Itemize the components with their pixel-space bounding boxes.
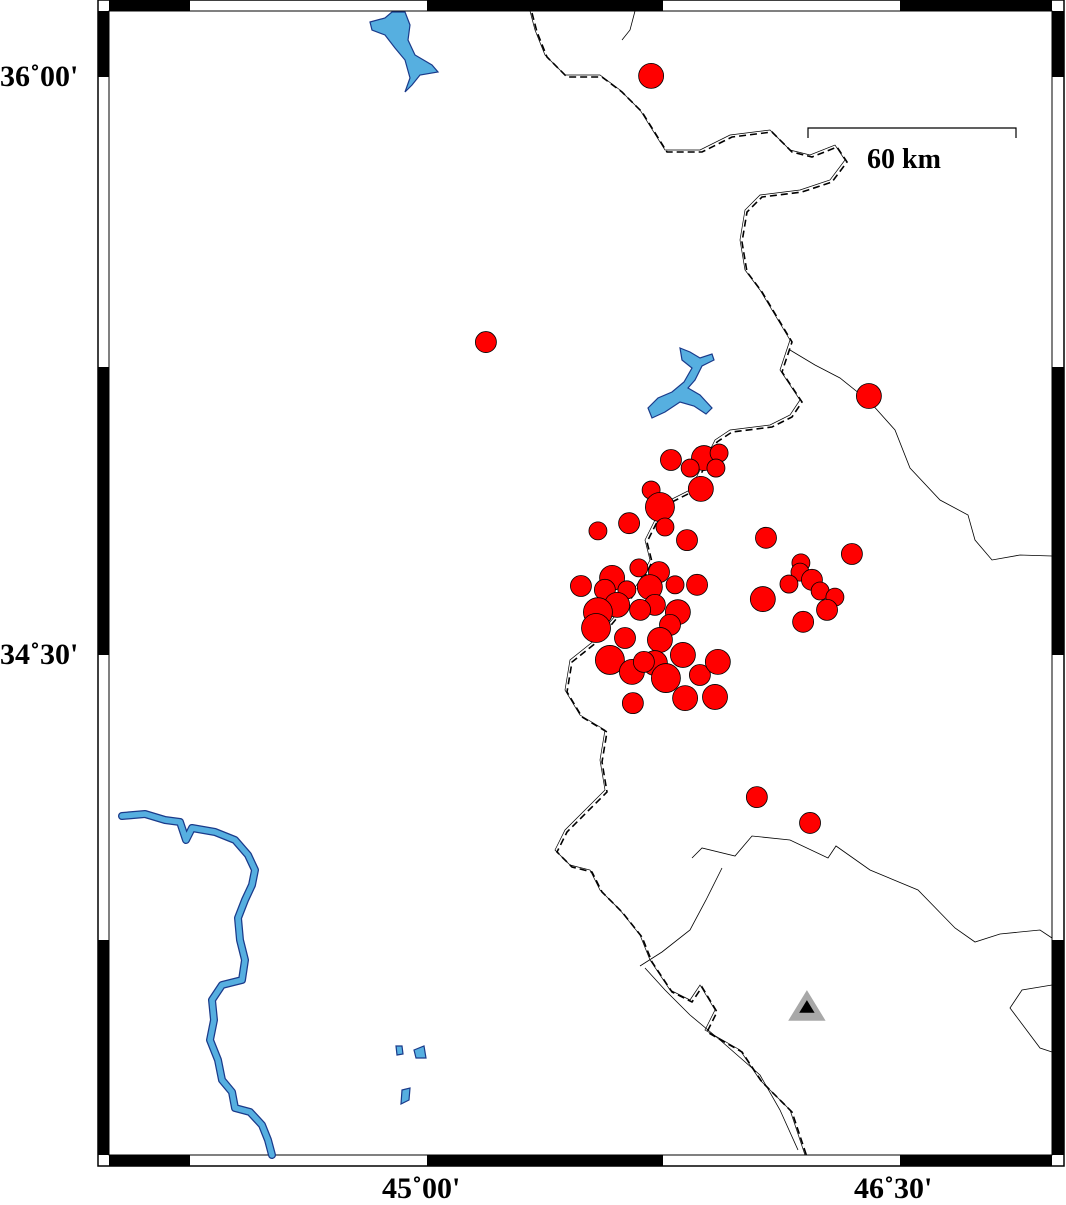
earthquake-event — [581, 613, 611, 643]
earthquake-event — [687, 475, 714, 502]
triangle-station-icon — [788, 990, 826, 1021]
earthquake-event — [475, 331, 497, 353]
islet-2 — [413, 1045, 427, 1059]
earthquake-event — [755, 526, 777, 549]
earthquake-event — [588, 521, 608, 541]
earthquake-event — [672, 685, 699, 712]
earthquake-event — [792, 610, 815, 633]
islet-1 — [395, 1045, 404, 1056]
earthquake-event — [704, 648, 731, 675]
earthquake-event — [799, 812, 821, 834]
earthquake-event — [647, 627, 673, 653]
lake-north — [369, 11, 440, 93]
earthquake-event — [651, 663, 681, 693]
earthquake-event — [855, 383, 882, 409]
earthquake-event — [621, 692, 644, 715]
earthquake-event — [638, 62, 665, 89]
earthquake-event — [629, 558, 649, 578]
lat-label-34-30: 34˚30' — [0, 638, 79, 671]
earthquake-event — [706, 458, 726, 478]
earthquake-event — [594, 645, 625, 675]
international-border-dashed — [531, 12, 848, 1158]
earthquake-event — [686, 573, 708, 596]
earthquake-event — [629, 598, 652, 621]
earthquake-event — [665, 575, 685, 595]
earthquake-event — [655, 517, 675, 537]
earthquake-event — [680, 458, 700, 478]
earthquake-event — [632, 650, 655, 673]
lon-label-45-00: 45˚00' — [382, 1172, 461, 1205]
river-tigris — [118, 810, 276, 1159]
lake-darbandikhan — [647, 347, 715, 419]
scale-bar-label: 60 km — [867, 144, 941, 175]
earthquake-event — [614, 627, 636, 649]
lon-label-46-30: 46˚30' — [854, 1172, 933, 1205]
earthquake-event — [702, 684, 728, 710]
earthquake-event — [841, 543, 863, 565]
scale-bar — [807, 127, 1017, 138]
earthquake-event — [676, 529, 698, 552]
earthquake-event — [745, 786, 768, 809]
earthquake-event — [645, 492, 675, 522]
water-bodies — [369, 11, 715, 1106]
earthquake-event — [570, 575, 592, 597]
earthquake-event — [779, 574, 799, 594]
earthquake-event — [816, 598, 838, 621]
earthquake-event — [689, 664, 711, 686]
islet-3 — [400, 1087, 411, 1106]
earthquake-event — [660, 449, 682, 471]
earthquake-events — [475, 62, 882, 834]
earthquake-event — [749, 586, 776, 612]
earthquake-event — [618, 512, 640, 535]
earthquake-event — [670, 642, 696, 668]
lat-label-36-00: 36˚00' — [0, 60, 79, 93]
